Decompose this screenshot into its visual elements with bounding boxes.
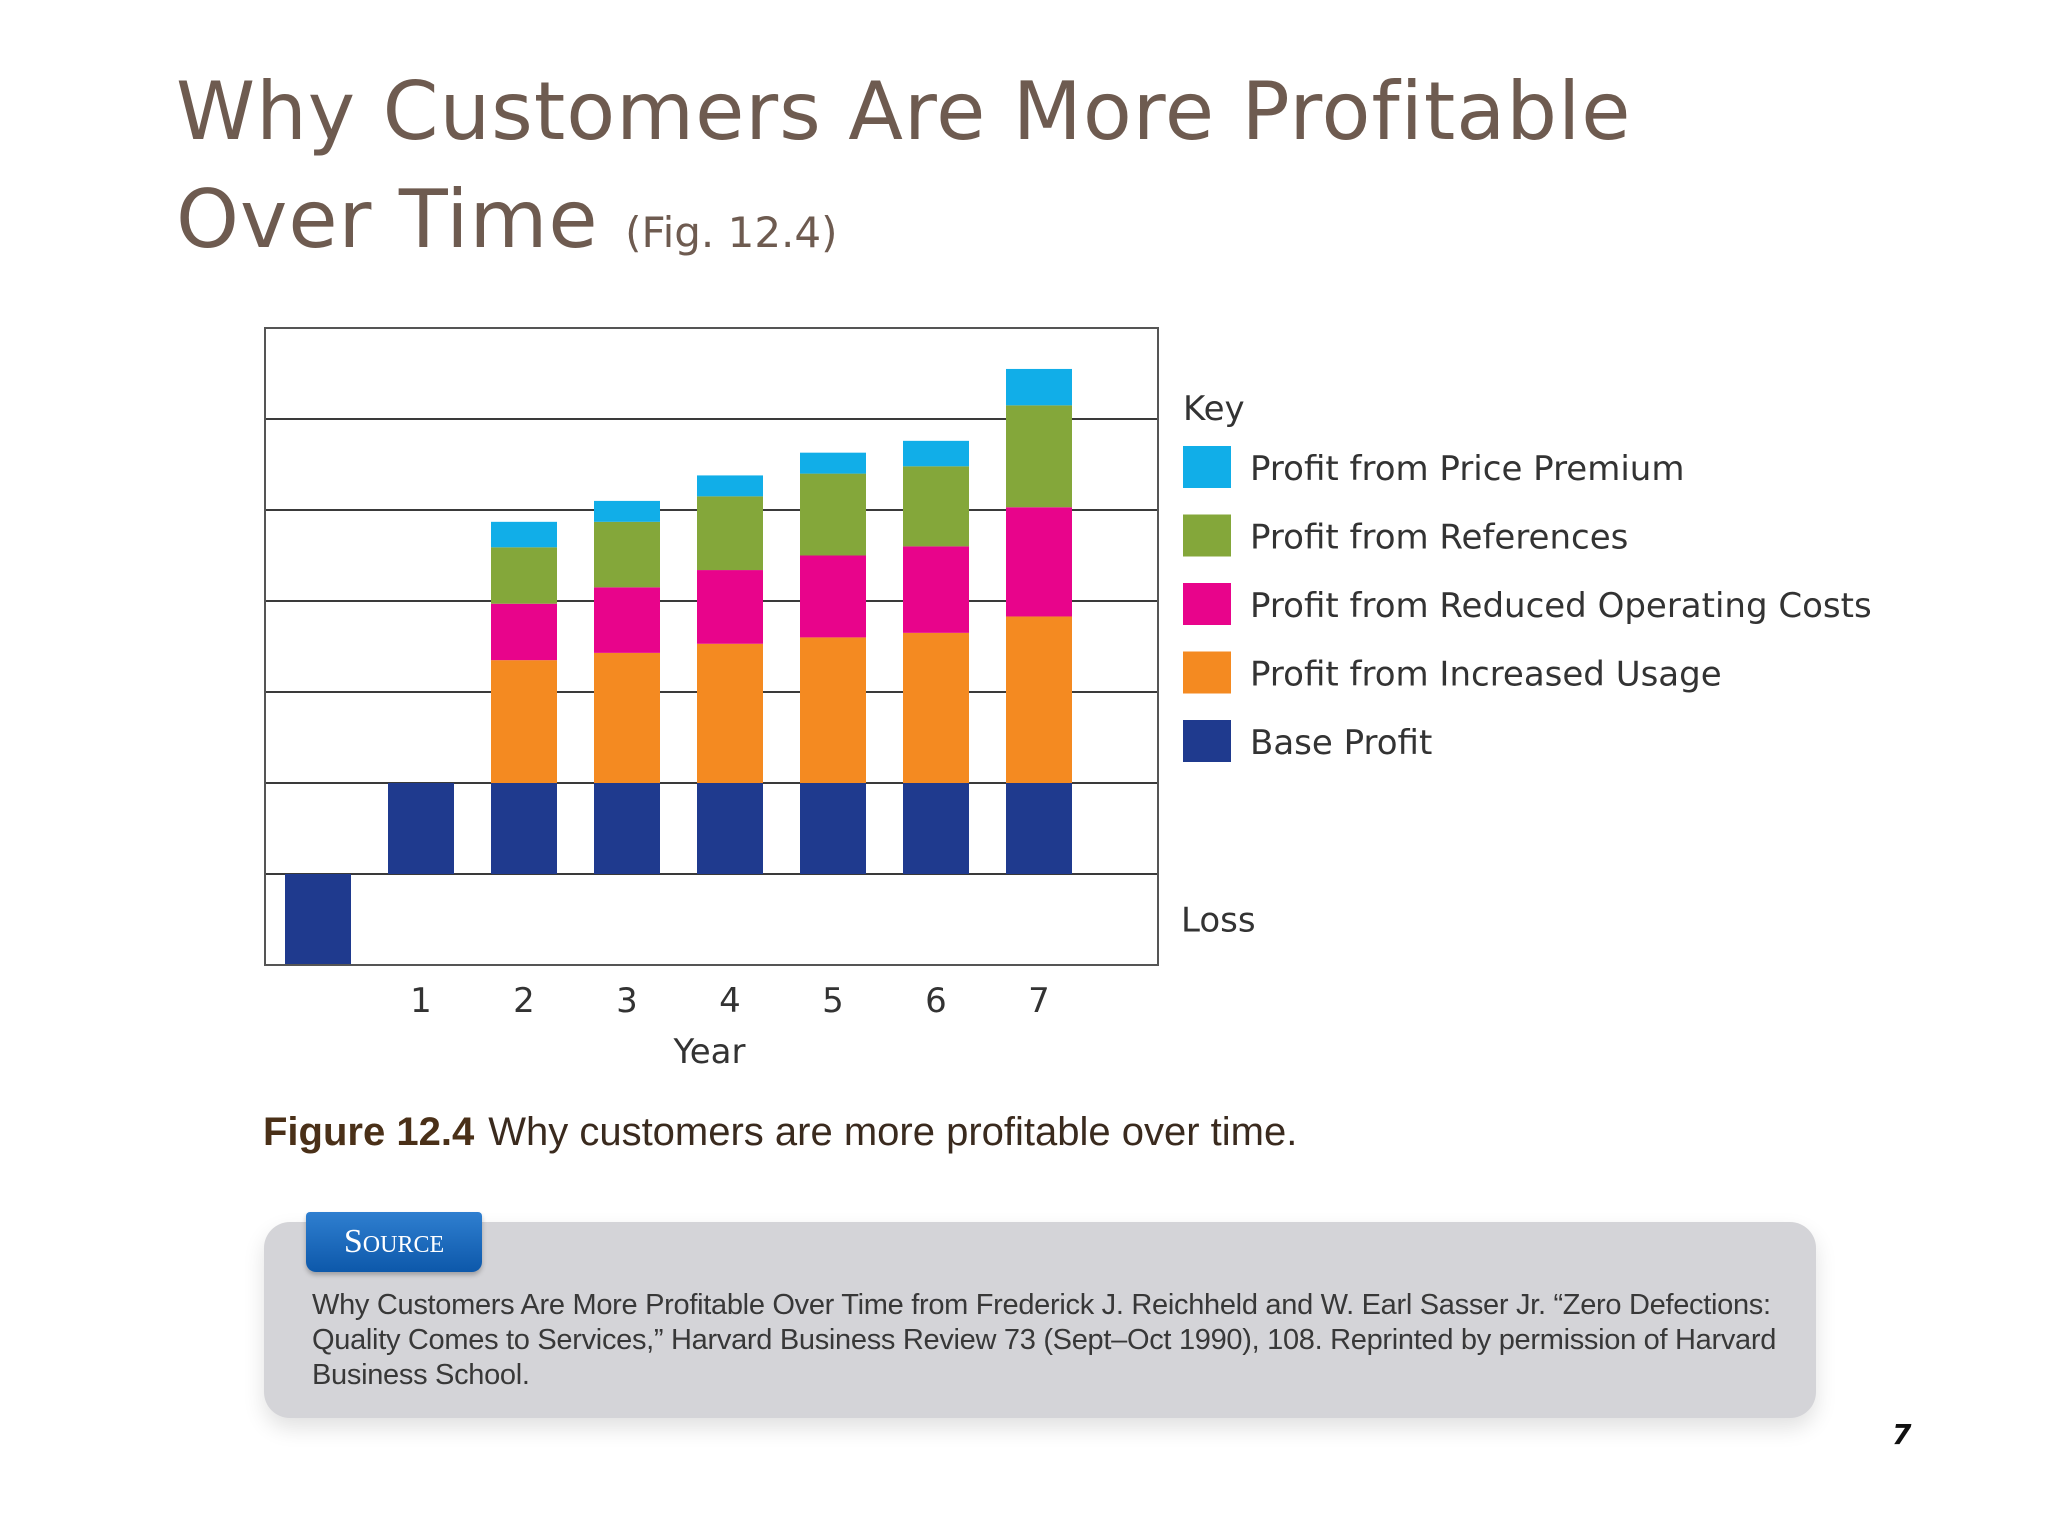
bar-segment-base-profit [903, 783, 969, 874]
bar-segment-base-profit [388, 783, 454, 874]
stacked-bar-chart: 1 2 3 4 5 6 7 Year Key Profit from Price Premi… [264, 327, 1872, 1072]
bar-segment-profit-from-increased-usage [491, 660, 557, 783]
bar-segment-profit-from-increased-usage [594, 652, 660, 783]
bar-segment-profit-from-price-premium [800, 452, 866, 474]
x-tick-label: 1 [410, 981, 432, 1021]
x-axis-ticks: 1 2 3 4 5 6 7 [410, 981, 1050, 1021]
bar-segment-profit-from-references [800, 473, 866, 556]
bar-segment-base-profit [1006, 783, 1072, 874]
legend-title: Key [1183, 389, 1245, 429]
legend-swatch [1183, 446, 1231, 488]
bar-segment-base-profit [697, 783, 763, 874]
bar-segment-profit-from-price-premium [491, 521, 557, 548]
legend-swatch [1183, 583, 1231, 625]
legend-entry-label: Base Profit [1250, 723, 1432, 763]
bar-segment-profit-from-increased-usage [1006, 616, 1072, 783]
bar-segment-profit-from-references [1006, 405, 1072, 508]
x-tick-label: 4 [719, 981, 741, 1021]
slide-title: Why Customers Are More Profitable Over T… [176, 58, 1631, 287]
source-tab: Source [306, 1212, 482, 1272]
bar-segment-profit-from-reduced-operating-costs [594, 587, 660, 653]
bar-segment-profit-from-price-premium [697, 475, 763, 497]
bar-segment-profit-from-reduced-operating-costs [800, 555, 866, 638]
bar-segment-profit-from-references [594, 521, 660, 588]
bar-segment-base-profit [800, 783, 866, 874]
source-box: Source Why Customers Are More Profitable… [264, 1212, 1816, 1418]
bar-segment-profit-from-references [903, 466, 969, 547]
bar-segment-profit-from-increased-usage [903, 632, 969, 783]
bar-segment-profit-from-price-premium [903, 440, 969, 467]
loss-label: Loss [1181, 901, 1256, 941]
figure-caption-label: Figure 12.4 [263, 1110, 475, 1154]
figure-caption-text: Why customers are more profitable over t… [488, 1110, 1298, 1154]
x-tick-label: 7 [1028, 981, 1050, 1021]
bar-segment-base-profit [491, 783, 557, 874]
figure-caption: Figure 12.4 Why customers are more profit… [263, 1110, 1297, 1155]
bar-segment-base-profit [285, 874, 351, 965]
legend-swatch [1183, 514, 1231, 557]
legend-swatch [1183, 720, 1231, 762]
bar-segment-profit-from-reduced-operating-costs [903, 546, 969, 633]
legend-entry-label: Profit from Price Premium [1250, 449, 1684, 489]
bar-segment-profit-from-references [697, 496, 763, 571]
chart-legend: Profit from Price Premium Profit from Ref… [1183, 446, 1872, 763]
bar-segment-profit-from-price-premium [1006, 368, 1072, 406]
chart-frame [264, 327, 1159, 966]
bar-segment-profit-from-increased-usage [697, 643, 763, 783]
title-line-2: Over Time [176, 173, 599, 266]
legend-swatch [1183, 651, 1231, 694]
bar-segment-profit-from-reduced-operating-costs [1006, 507, 1072, 617]
bar-segment-profit-from-reduced-operating-costs [697, 570, 763, 644]
bar-segment-profit-from-references [491, 547, 557, 604]
legend-entry-label: Profit from Reduced Operating Costs [1250, 586, 1872, 626]
x-tick-label: 2 [513, 981, 535, 1021]
source-citation-text: Why Customers Are More Profitable Over T… [312, 1289, 1777, 1391]
x-tick-label: 5 [822, 981, 844, 1021]
x-tick-label: 3 [616, 981, 638, 1021]
x-tick-label: 6 [925, 981, 947, 1021]
legend-entry-label: Profit from References [1250, 518, 1628, 558]
bar-segment-profit-from-price-premium [594, 500, 660, 522]
title-line-1: Why Customers Are More Profitable [176, 65, 1632, 158]
x-axis-label: Year [673, 1032, 746, 1072]
bar-segment-base-profit [594, 783, 660, 874]
bar-segment-profit-from-reduced-operating-costs [491, 603, 557, 661]
bar-segment-profit-from-increased-usage [800, 637, 866, 783]
page-number: 7 [1892, 1418, 1912, 1451]
chart-bars [285, 368, 1072, 965]
legend-entry-label: Profit from Increased Usage [1250, 655, 1722, 695]
title-figure-reference: (Fig. 12.4) [625, 208, 838, 257]
